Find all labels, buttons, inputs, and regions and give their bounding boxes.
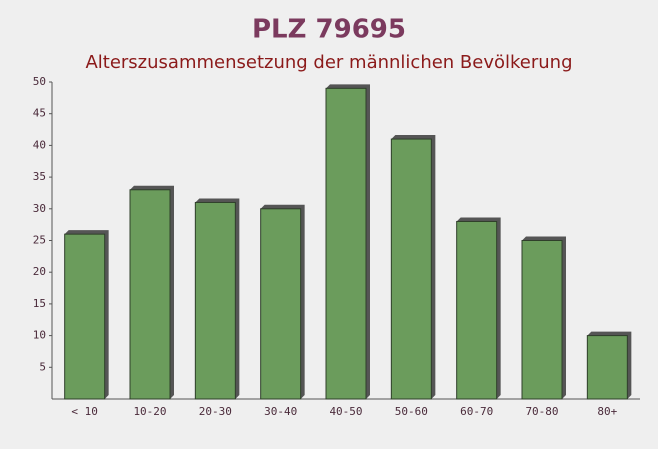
y-tick-label: 15 (33, 297, 46, 310)
y-tick-label: 10 (33, 329, 46, 342)
bar (64, 233, 106, 400)
x-tick-label: < 10 (71, 405, 98, 418)
x-tick-label: 30-40 (264, 405, 297, 418)
chart-title: PLZ 79695 (252, 15, 406, 45)
x-tick-label: 80+ (597, 405, 617, 418)
x-tick-label: 50-60 (395, 405, 428, 418)
x-tick-label: 40-50 (329, 405, 362, 418)
bar (260, 208, 302, 400)
y-tick-label: 25 (33, 234, 46, 247)
x-tick-label: 70-80 (525, 405, 558, 418)
bar (390, 138, 432, 400)
bar (194, 201, 236, 400)
x-tick-label: 60-70 (460, 405, 493, 418)
y-tick-label: 20 (33, 265, 46, 278)
y-tick-label: 50 (33, 75, 46, 88)
y-tick-label: 5 (39, 360, 46, 373)
y-tick-label: 45 (33, 107, 46, 120)
bar (586, 335, 628, 400)
bar (521, 240, 563, 400)
y-tick-label: 35 (33, 170, 46, 183)
bar (456, 220, 498, 400)
bar (129, 189, 171, 400)
bar (325, 87, 367, 400)
x-tick-label: 10-20 (133, 405, 166, 418)
y-tick-label: 40 (33, 138, 46, 151)
chart-subtitle: Alterszusammensetzung der männlichen Bev… (85, 52, 572, 73)
x-tick-label: 20-30 (199, 405, 232, 418)
y-tick-label: 30 (33, 202, 46, 215)
